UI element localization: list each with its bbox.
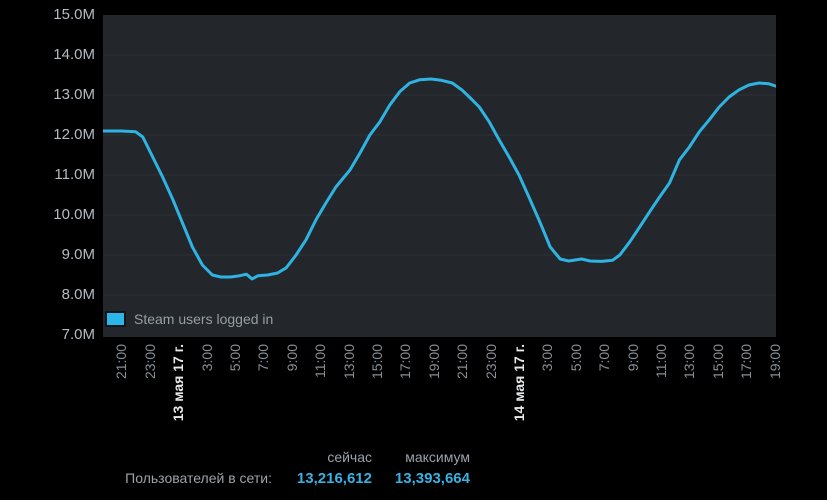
x-axis-tick-label: 17:00 xyxy=(738,344,755,380)
x-axis-tick-label: 13:00 xyxy=(681,344,698,380)
x-axis-tick-label: 19:00 xyxy=(425,344,442,380)
x-axis-tick-label: 23:00 xyxy=(482,344,499,380)
x-axis-tick-label: 15:00 xyxy=(369,344,386,380)
y-axis-tick-label: 9.0M xyxy=(61,246,95,263)
x-axis-tick-label: 17:00 xyxy=(397,344,414,380)
x-axis-tick-label: 11:00 xyxy=(312,344,329,378)
x-axis-tick-label: 5:00 xyxy=(227,344,244,372)
stats-column-header-max: максимум xyxy=(405,449,470,465)
users-online-series-line xyxy=(103,77,776,281)
x-axis-tick-label: 19:00 xyxy=(766,344,783,380)
x-axis-tick-label: 11:00 xyxy=(652,344,669,378)
users-online-row-label: Пользователей в сети: xyxy=(125,470,272,486)
x-axis-tick-label: 3:00 xyxy=(198,344,215,372)
chart-legend: Steam users logged in xyxy=(105,311,273,327)
users-online-now-value: 13,216,612 xyxy=(296,470,372,487)
legend-swatch-icon xyxy=(105,311,126,327)
y-axis-tick-label: 11.0M xyxy=(54,166,95,183)
x-axis-tick-label: 21:00 xyxy=(113,344,130,380)
y-axis-tick-label: 12.0M xyxy=(53,126,95,143)
y-axis-tick-label: 15.0M xyxy=(53,6,95,23)
x-axis-date-label: 13 мая 17 г. xyxy=(170,344,187,422)
chart-plot-area xyxy=(103,15,776,337)
x-axis-tick-label: 13:00 xyxy=(340,344,357,380)
x-axis-tick-label: 7:00 xyxy=(596,344,613,372)
x-axis-tick-label: 5:00 xyxy=(567,344,584,372)
stats-column-header-now: сейчас xyxy=(327,449,372,465)
x-axis-tick-label: 21:00 xyxy=(454,344,471,380)
users-online-line-chart xyxy=(103,54,776,296)
y-axis-tick-label: 13.0M xyxy=(53,86,95,103)
x-axis-tick-label: 7:00 xyxy=(255,344,272,372)
x-axis-tick-label: 9:00 xyxy=(624,344,641,372)
x-axis-tick-label: 23:00 xyxy=(141,344,158,380)
y-axis-tick-label: 10.0M xyxy=(53,206,95,223)
legend-label: Steam users logged in xyxy=(134,311,274,327)
y-axis-tick-label: 14.0M xyxy=(53,46,95,63)
y-axis-tick-label: 7.0M xyxy=(61,326,95,343)
x-axis-tick-label: 9:00 xyxy=(283,344,300,372)
x-axis-date-label: 14 мая 17 г. xyxy=(511,344,527,422)
x-axis-tick-label: 15:00 xyxy=(709,344,726,380)
y-axis-tick-label: 8.0M xyxy=(61,286,95,303)
users-online-max-value: 13,393,664 xyxy=(394,470,470,487)
x-axis-tick-label: 3:00 xyxy=(539,344,556,372)
